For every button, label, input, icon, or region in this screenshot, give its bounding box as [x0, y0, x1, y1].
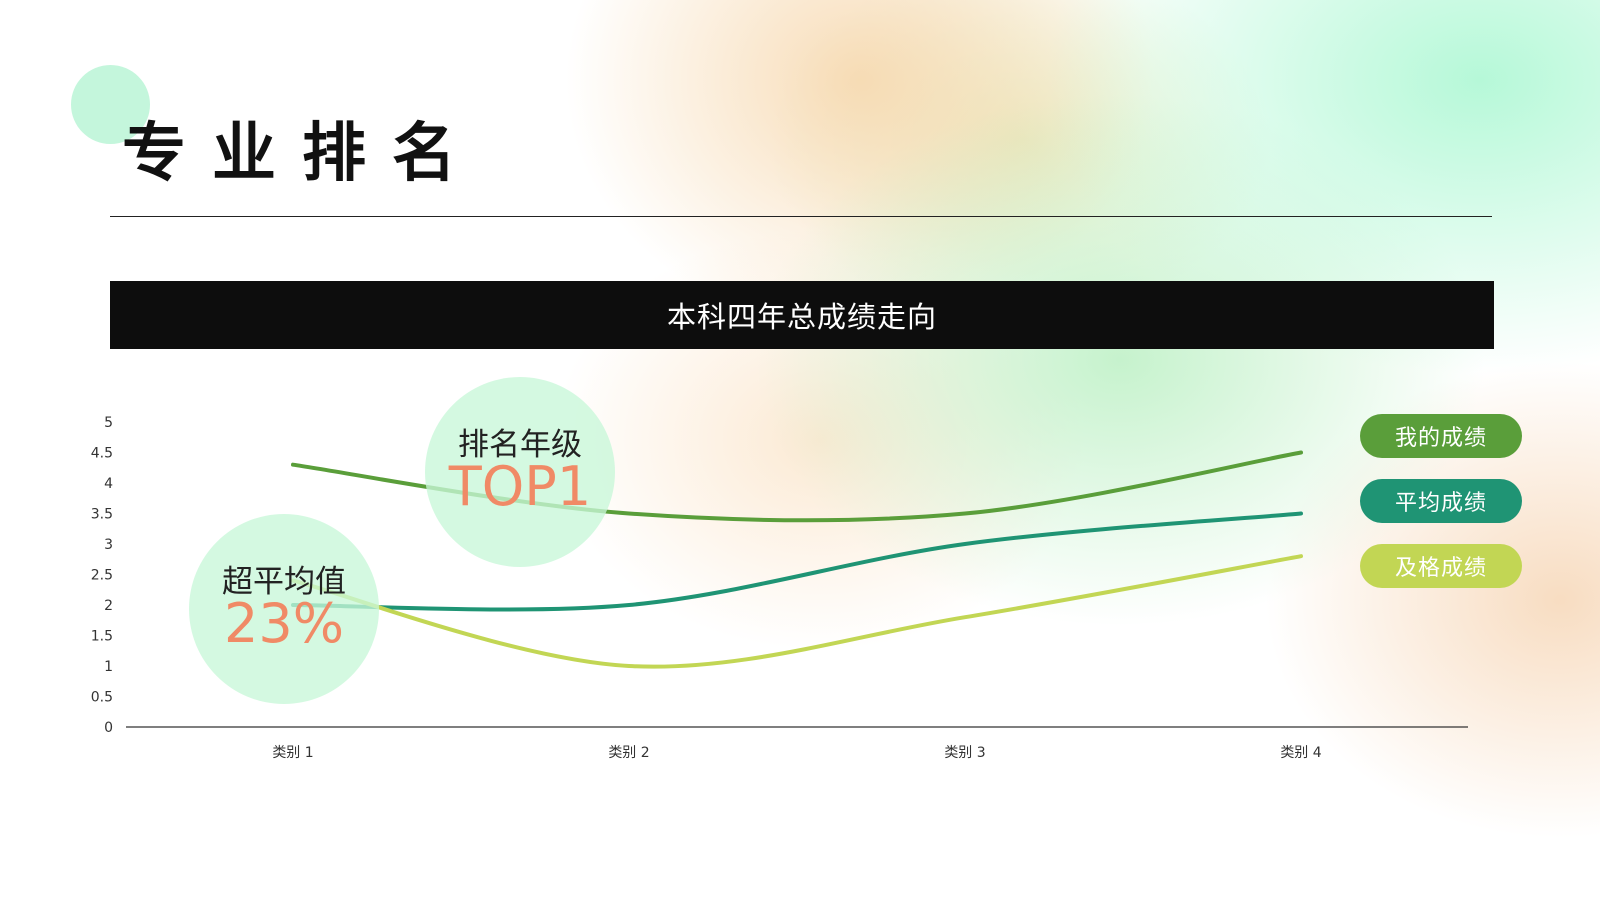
x-axis-ticks: 类别 1 类别 2 类别 3 类别 4 [272, 745, 1321, 761]
x-tick-label: 类别 3 [944, 745, 985, 761]
chart-title: 本科四年总成绩走向 [666, 300, 937, 334]
y-axis-ticks: 0 0.5 1 1.5 2 2.5 3 3.5 4 4.5 5 [91, 415, 113, 736]
y-tick-label: 3.5 [91, 507, 113, 523]
y-tick-label: 4 [104, 476, 113, 492]
y-tick-label: 2 [104, 598, 113, 614]
x-tick-label: 类别 2 [608, 745, 649, 761]
series-line-average-score [291, 511, 1303, 612]
legend-my-score-label: 我的成绩 [1394, 426, 1487, 451]
title-accent-circle [71, 65, 150, 144]
x-tick-label: 类别 4 [1280, 745, 1321, 761]
legend-pass-score-label: 及格成绩 [1394, 556, 1487, 581]
legend-my-score: 我的成绩 [1360, 414, 1522, 458]
y-tick-label: 0.5 [91, 690, 113, 706]
y-tick-label: 3 [104, 537, 113, 553]
y-tick-label: 4.5 [91, 446, 113, 462]
y-tick-label: 5 [104, 415, 113, 431]
above-average-label: 超平均值 [222, 564, 346, 600]
legend-pass-score: 及格成绩 [1360, 544, 1522, 588]
rank-callout-value: TOP1 [448, 455, 592, 518]
y-tick-label: 2.5 [91, 568, 113, 584]
page-title: 专业排名 [122, 117, 482, 191]
legend-average-score-label: 平均成绩 [1394, 491, 1487, 516]
above-average-callout: 超平均值 23% [189, 514, 379, 704]
chart-title-bar: 本科四年总成绩走向 [110, 281, 1494, 349]
series-line-pass-score [291, 554, 1303, 669]
y-tick-label: 1 [104, 659, 113, 675]
y-tick-label: 1.5 [91, 629, 113, 645]
rank-callout: 排名年级 TOP1 [425, 377, 615, 567]
above-average-value: 23% [223, 592, 345, 655]
y-tick-label: 0 [104, 720, 113, 736]
x-tick-label: 类别 1 [272, 745, 313, 761]
legend-average-score: 平均成绩 [1360, 479, 1522, 523]
rank-callout-label: 排名年级 [458, 427, 582, 463]
title-divider [110, 216, 1492, 217]
